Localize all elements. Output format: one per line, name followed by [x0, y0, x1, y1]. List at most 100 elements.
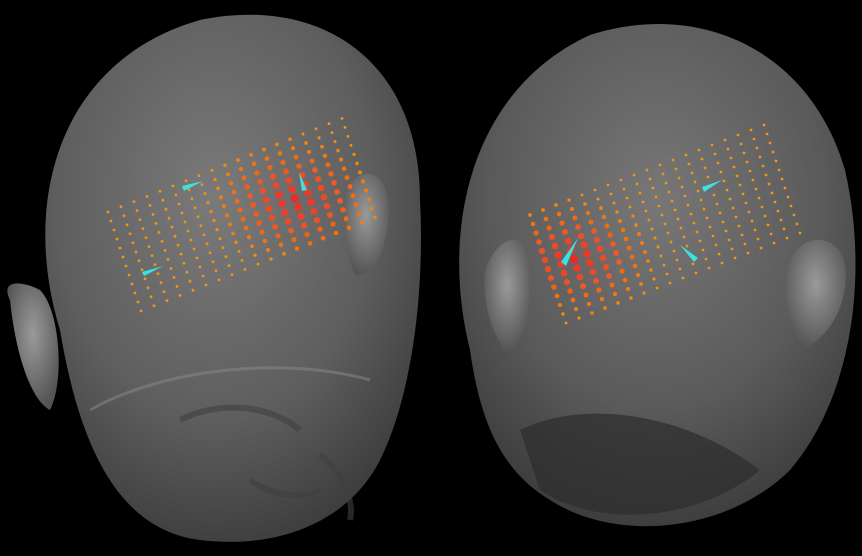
electrode-dot: [615, 210, 619, 214]
electrode-dot: [190, 197, 194, 201]
electrode-dot: [731, 206, 735, 210]
electrode-dot: [280, 159, 286, 166]
electrode-dot: [340, 117, 344, 120]
electrode-dot: [690, 171, 694, 175]
electrode-dot: [355, 161, 359, 166]
electrode-dot: [231, 189, 237, 195]
electrode-dot: [783, 186, 787, 190]
electrode-dot: [771, 150, 775, 154]
electrode-dot: [610, 241, 616, 247]
electrode-dot: [145, 195, 149, 198]
electrode-dot: [606, 183, 610, 187]
electrode-dot: [312, 167, 318, 173]
electrode-dot: [575, 224, 581, 230]
electrode-dot: [165, 299, 169, 302]
electrode-dot: [240, 216, 246, 222]
electrode-dot: [236, 158, 240, 162]
electrode-dot: [288, 137, 292, 141]
electrode-dot: [779, 218, 783, 222]
electrode-dot: [256, 262, 260, 266]
electrode-dot: [639, 240, 645, 246]
electrode-dot: [237, 249, 241, 253]
electrode-dot: [283, 168, 289, 175]
electrode-dot: [359, 220, 365, 225]
electrode-dot: [569, 254, 579, 264]
electrode-dot: [694, 271, 698, 275]
electrode-dot: [590, 311, 594, 315]
electrode-dot: [755, 146, 759, 150]
electrode-dot: [745, 160, 749, 164]
electrode-dot: [710, 143, 714, 147]
electrode-dot: [304, 231, 310, 238]
electrode-dot: [725, 188, 729, 192]
electrode-dot: [734, 215, 738, 219]
electrode-dot: [288, 185, 296, 194]
electrode-dot: [767, 182, 771, 186]
electrode-dot: [284, 218, 292, 225]
electrode-dot: [262, 196, 270, 204]
electrode-dot: [124, 264, 128, 268]
electrode-dot: [760, 205, 764, 209]
electrode-dot: [139, 309, 143, 313]
electrode-dot: [170, 225, 174, 229]
electrode-dot: [596, 245, 604, 253]
ear: [484, 240, 531, 352]
electrode-dot: [314, 175, 322, 183]
electrode-dot: [669, 240, 673, 244]
electrode-dot: [792, 213, 796, 217]
electrode-dot: [294, 246, 300, 251]
electrode-dot: [309, 158, 315, 164]
electrode-dot: [717, 252, 721, 256]
electrode-dot: [250, 202, 256, 208]
electrode-dot: [175, 285, 179, 288]
electrode-dot: [604, 223, 610, 229]
electrode-dot: [599, 206, 603, 210]
electrode-dot: [265, 205, 273, 213]
electrode-dot: [772, 241, 776, 245]
electrode-dot: [769, 232, 773, 236]
electrode-dot: [320, 144, 324, 149]
electrode-dot: [307, 198, 315, 206]
electrode-dot: [682, 235, 686, 239]
electrode-dot: [185, 270, 189, 274]
electrode-dot: [729, 156, 733, 160]
electrode-dot: [166, 258, 170, 261]
electrode-dot: [167, 216, 171, 220]
electrode-dot: [740, 233, 744, 237]
electrode-dot: [115, 237, 119, 241]
electrode-dot: [617, 218, 623, 224]
electrode-dot: [161, 198, 165, 202]
electrode-dot: [607, 232, 613, 238]
electrode-dot: [304, 189, 312, 197]
electrode-dot: [269, 257, 273, 261]
electrode-dot: [738, 183, 742, 187]
right-head: [459, 24, 856, 527]
electrode-dot: [741, 192, 745, 196]
electrode-dot: [612, 201, 616, 205]
electrode-dot: [137, 259, 141, 263]
electrode-dot: [686, 203, 690, 207]
electrode-dot: [291, 237, 297, 243]
electrode-dot: [708, 225, 712, 229]
electrode-dot: [744, 201, 748, 205]
electrode-dot: [715, 202, 719, 206]
electrode-dot: [616, 259, 622, 265]
electrode-dot: [666, 231, 670, 235]
electrode-dot: [243, 225, 249, 231]
electrode-dot: [234, 240, 238, 245]
electrode-dot: [350, 193, 356, 199]
electrode-dot: [641, 200, 645, 204]
electrode-dot: [673, 208, 677, 212]
electrode-dot: [253, 253, 257, 257]
electrode-dot: [133, 291, 137, 295]
electrode-dot: [330, 131, 334, 135]
electrode-dot: [106, 210, 110, 214]
electrode-dot: [146, 286, 150, 290]
electrode-dot: [596, 287, 602, 293]
electrode-dot: [580, 193, 584, 197]
electrode-dot: [251, 161, 257, 167]
electrode-dot: [724, 229, 728, 233]
electrode-dot: [140, 268, 144, 272]
electrode-dot: [317, 136, 321, 140]
electrode-dot: [173, 234, 177, 238]
